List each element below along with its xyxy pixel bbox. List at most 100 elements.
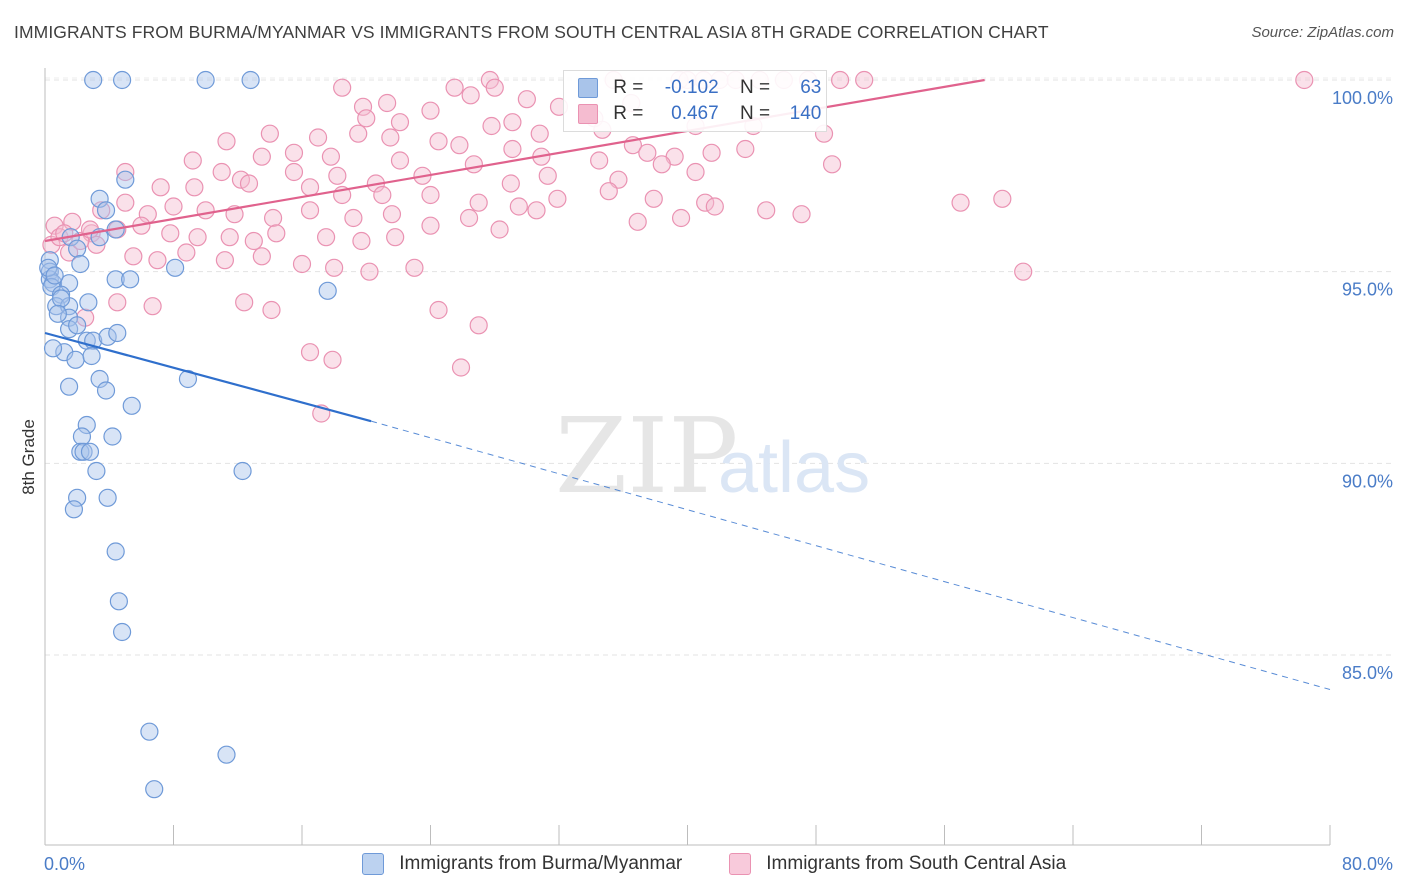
- point-south-central-asia-44: [321, 147, 341, 166]
- point-south-central-asia-52: [736, 139, 755, 159]
- point-south-central-asia-100: [993, 189, 1012, 208]
- point-burma-58: [45, 266, 64, 285]
- point-south-central-asia-19: [353, 97, 373, 116]
- point-burma-53: [112, 622, 132, 642]
- correlation-legend: R = -0.102 N = 63 R = 0.467 N = 140: [563, 70, 827, 132]
- point-south-central-asia-94: [490, 220, 509, 239]
- point-south-central-asia-136: [429, 300, 448, 320]
- point-south-central-asia-28: [530, 124, 549, 143]
- point-south-central-asia-14: [445, 78, 464, 97]
- point-south-central-asia-138: [300, 343, 320, 362]
- point-burma-2: [196, 70, 215, 90]
- point-south-central-asia-97: [671, 208, 691, 228]
- legend-r-label: R =: [613, 103, 644, 124]
- point-burma-47: [233, 461, 252, 481]
- point-south-central-asia-96: [628, 212, 647, 231]
- point-south-central-asia-24: [357, 109, 376, 128]
- point-burma-45: [80, 442, 100, 461]
- legend-item-south-central-asia[interactable]: Immigrants from South Central Asia: [729, 850, 1066, 878]
- point-south-central-asia-62: [538, 166, 557, 185]
- legend-r-label: R =: [613, 77, 644, 98]
- point-south-central-asia-37: [429, 132, 448, 151]
- legend-item-burma[interactable]: Immigrants from Burma/Myanmar: [362, 850, 682, 878]
- point-burma-50: [64, 500, 84, 519]
- point-burma-12: [71, 254, 90, 274]
- point-south-central-asia-51: [702, 143, 721, 162]
- point-burma-1: [112, 70, 132, 90]
- point-burma-48: [68, 488, 87, 507]
- point-south-central-asia-120: [215, 251, 234, 270]
- chart-title: IMMIGRANTS FROM BURMA/MYANMAR VS IMMIGRA…: [14, 22, 1049, 42]
- legend-item-swatch-south-central-asia: [729, 852, 751, 875]
- point-burma-38: [178, 369, 198, 389]
- point-south-central-asia-58: [328, 166, 347, 185]
- point-south-central-asia-77: [599, 182, 618, 201]
- series-burma-points: [39, 70, 337, 799]
- point-south-central-asia-90: [344, 208, 363, 228]
- point-south-central-asia-125: [405, 258, 424, 277]
- point-south-central-asia-38: [450, 136, 469, 155]
- point-south-central-asia-93: [459, 208, 479, 228]
- point-south-central-asia-108: [220, 228, 239, 247]
- point-south-central-asia-21: [421, 101, 440, 120]
- point-south-central-asia-89: [300, 201, 320, 220]
- y-tick-labels: 85.0% 90.0% 95.0% 100.0%: [1332, 88, 1393, 683]
- point-south-central-asia-86: [196, 201, 215, 220]
- point-burma-19: [121, 270, 140, 289]
- point-south-central-asia-70: [300, 178, 320, 197]
- point-south-central-asia-137: [469, 316, 488, 335]
- point-burma-62: [43, 339, 63, 358]
- y-tick-label-1: 90.0%: [1342, 471, 1393, 491]
- point-south-central-asia-10: [830, 70, 850, 90]
- point-south-central-asia-55: [212, 162, 231, 182]
- point-south-central-asia-83: [116, 193, 135, 212]
- point-south-central-asia-36: [381, 128, 400, 147]
- point-south-central-asia-53: [652, 155, 671, 174]
- point-burma-0: [84, 70, 103, 90]
- point-south-central-asia-119: [177, 243, 196, 262]
- series-south-central-asia-points: [42, 70, 1314, 423]
- watermark: ZIP atlas: [555, 395, 870, 517]
- y-tick-label-0: 85.0%: [1342, 663, 1393, 683]
- point-burma-39: [122, 396, 141, 415]
- legend-item-label-south-central-asia: Immigrants from South Central Asia: [766, 853, 1067, 874]
- point-south-central-asia-117: [124, 247, 143, 266]
- point-south-central-asia-75: [509, 197, 528, 216]
- point-south-central-asia-46: [464, 155, 483, 174]
- legend-row-burma: R = -0.102 N = 63: [578, 76, 821, 100]
- point-burma-49: [98, 488, 117, 507]
- watermark-zip: ZIP: [555, 395, 738, 517]
- point-burma-13: [166, 258, 185, 277]
- point-south-central-asia-25: [390, 113, 410, 132]
- trend-line-burma-extension: [370, 420, 1331, 690]
- watermark-atlas: atlas: [718, 428, 870, 508]
- point-burma-33: [66, 350, 85, 369]
- point-south-central-asia-57: [284, 162, 304, 182]
- point-burma-52: [109, 592, 128, 611]
- point-burma-10: [68, 239, 87, 258]
- point-south-central-asia-64: [686, 162, 705, 182]
- point-south-central-asia-140: [451, 358, 471, 377]
- point-south-central-asia-110: [267, 224, 286, 243]
- point-south-central-asia-107: [188, 228, 207, 247]
- point-south-central-asia-16: [461, 86, 480, 105]
- point-south-central-asia-122: [292, 254, 312, 274]
- point-south-central-asia-13: [333, 78, 352, 97]
- point-south-central-asia-34: [308, 128, 328, 147]
- point-south-central-asia-76: [548, 189, 567, 208]
- legend-item-label-burma: Immigrants from Burma/Myanmar: [399, 853, 683, 874]
- point-south-central-asia-61: [501, 174, 520, 193]
- point-south-central-asia-130: [1014, 262, 1033, 281]
- point-south-central-asia-42: [252, 147, 271, 166]
- point-south-central-asia-79: [696, 193, 715, 212]
- point-south-central-asia-111: [316, 228, 336, 247]
- axes: [44, 68, 1331, 846]
- point-south-central-asia-27: [503, 113, 522, 132]
- point-south-central-asia-45: [390, 151, 410, 170]
- point-south-central-asia-74: [469, 193, 488, 212]
- x-tick-label-1: 80.0%: [1342, 854, 1393, 874]
- point-burma-31: [108, 323, 127, 343]
- point-south-central-asia-135: [262, 300, 281, 320]
- point-burma-5: [90, 189, 109, 208]
